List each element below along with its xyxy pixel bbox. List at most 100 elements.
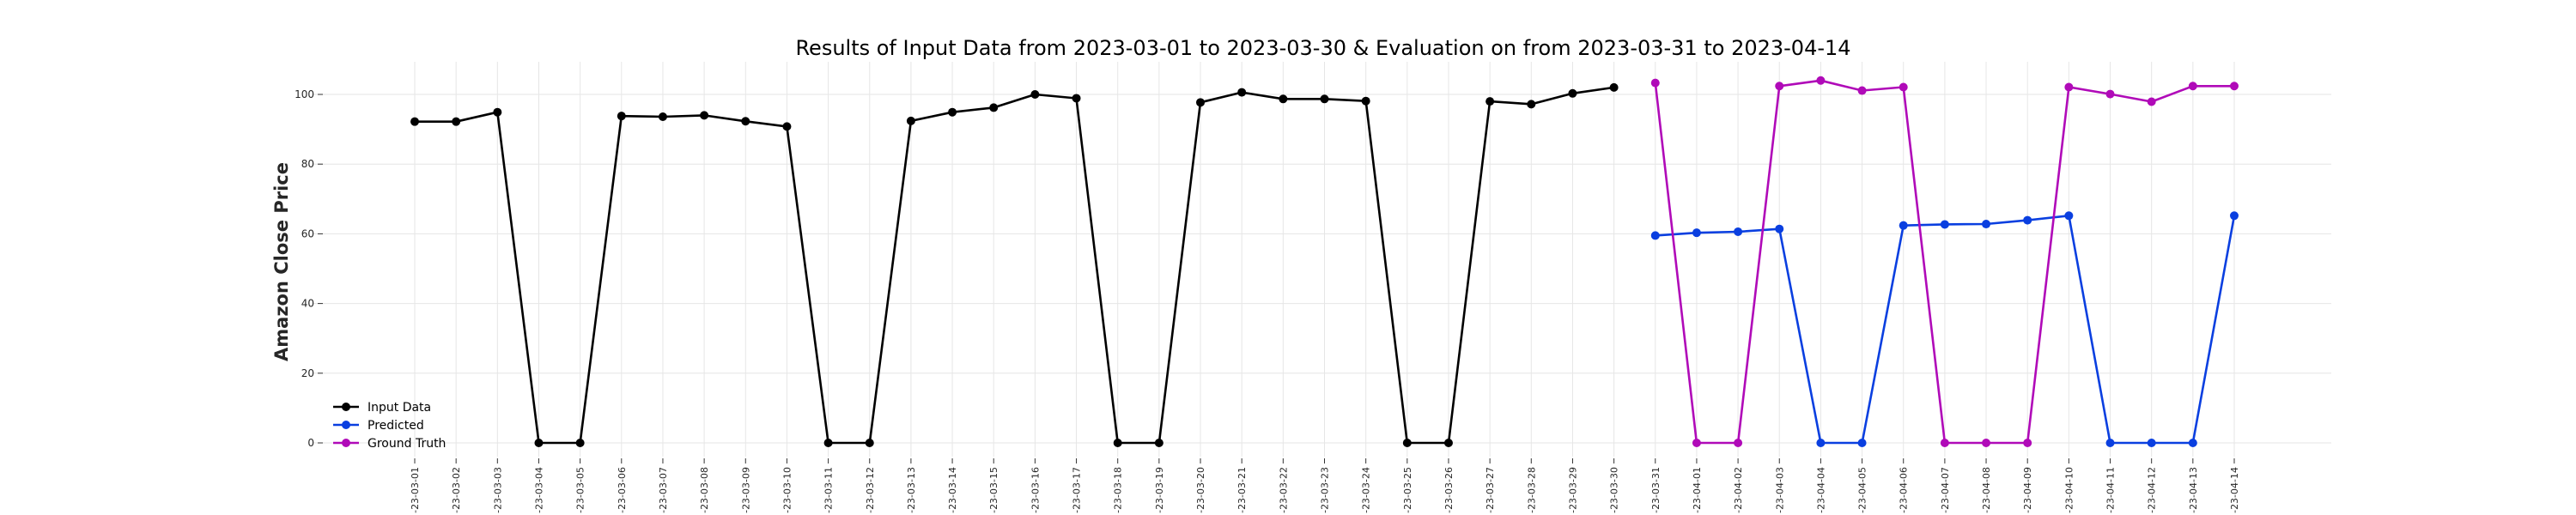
x-tick-label: -23-03-06 — [617, 467, 628, 513]
legend-label: Input Data — [368, 401, 431, 415]
data-point — [493, 107, 502, 117]
x-tick-label: -23-03-17 — [1072, 467, 1083, 513]
y-tick-label: 20 — [301, 367, 314, 379]
x-tick-label: -23-03-15 — [988, 467, 999, 513]
x-tick-label: -23-03-29 — [1567, 467, 1578, 513]
data-point — [782, 122, 792, 131]
data-point — [2188, 82, 2197, 91]
x-tick-label: -23-04-12 — [2147, 467, 2158, 513]
data-point — [2105, 439, 2115, 447]
x-tick-label: -23-03-11 — [823, 467, 835, 513]
data-point — [1650, 231, 1660, 240]
x-tick-label: -23-03-24 — [1361, 467, 1372, 513]
x-tick-label: -23-03-26 — [1443, 467, 1455, 513]
chart-title: Results of Input Data from 2023-03-01 to… — [795, 36, 1850, 60]
x-tick-label: -23-03-30 — [1609, 467, 1620, 513]
data-point — [1940, 439, 1949, 447]
data-point — [1237, 88, 1247, 97]
legend-entry: Predicted — [333, 419, 424, 433]
x-tick-label: -23-03-03 — [492, 467, 503, 513]
data-point — [2230, 211, 2239, 221]
data-point — [1899, 82, 1908, 92]
x-tick-label: -23-03-19 — [1154, 467, 1165, 513]
data-point — [452, 117, 461, 126]
x-tick-label: -23-04-11 — [2105, 467, 2117, 513]
data-point — [2023, 439, 2032, 447]
x-tick-label: -23-03-28 — [1526, 467, 1537, 513]
data-point — [2064, 211, 2074, 221]
y-tick-label: 0 — [307, 437, 314, 449]
data-point — [2105, 89, 2115, 99]
data-point — [1527, 100, 1536, 109]
y-tick-label: 60 — [301, 227, 314, 239]
data-point — [700, 111, 709, 120]
data-point — [2147, 97, 2156, 106]
data-point — [1279, 94, 1288, 104]
data-point — [1857, 439, 1867, 447]
data-point — [823, 439, 833, 447]
x-tick-label: -23-03-13 — [906, 467, 917, 513]
data-point — [989, 103, 999, 112]
x-tick-label: -23-04-03 — [1774, 467, 1785, 513]
data-point — [1816, 439, 1826, 447]
data-point — [1320, 94, 1329, 104]
legend-entry: Ground Truth — [333, 437, 446, 451]
x-tick-label: -23-04-01 — [1692, 467, 1703, 513]
data-point — [1899, 221, 1908, 230]
x-tick-label: -23-03-16 — [1030, 467, 1041, 513]
data-point — [1443, 439, 1453, 447]
series-predicted — [1650, 211, 2239, 447]
legend: Input Data Predicted Ground Truth — [333, 401, 446, 451]
data-point — [410, 117, 419, 126]
data-point — [1857, 86, 1867, 95]
x-tick-label: -23-04-09 — [2022, 467, 2033, 513]
series-group — [410, 76, 2239, 447]
data-point — [1113, 439, 1122, 447]
data-point — [1982, 439, 1991, 447]
x-tick-label: -23-03-18 — [1113, 467, 1124, 513]
legend-marker — [342, 403, 350, 411]
x-tick-label: -23-03-07 — [658, 467, 669, 513]
data-point — [2230, 82, 2239, 91]
x-tick-label: -23-04-13 — [2188, 467, 2199, 513]
x-tick-label: -23-03-20 — [1195, 467, 1206, 513]
x-tick-label: -23-04-10 — [2063, 467, 2075, 513]
data-point — [1609, 82, 1619, 92]
data-point — [1734, 439, 1743, 447]
data-point — [1402, 439, 1412, 447]
data-point — [1982, 220, 1991, 229]
data-point — [1692, 439, 1701, 447]
x-tick-label: -23-03-21 — [1236, 467, 1248, 513]
series-line — [415, 86, 1614, 445]
x-tick-label: -23-03-04 — [533, 467, 544, 513]
x-tick-label: -23-04-04 — [1815, 467, 1826, 513]
legend-label: Ground Truth — [368, 437, 446, 451]
data-point — [1734, 227, 1743, 236]
data-point — [1775, 224, 1784, 233]
x-tick-label: -23-04-06 — [1899, 467, 1910, 513]
data-point — [658, 112, 667, 121]
series-input-data — [410, 82, 1619, 447]
axes: 0 20 40 60 80 100 -23-03-01 -23-03-02 -23-03-03 -… — [295, 88, 2240, 513]
x-tick-label: -23-04-07 — [1940, 467, 1951, 513]
y-tick-label: 40 — [301, 298, 314, 310]
x-tick-label: -23-03-31 — [1650, 467, 1662, 513]
x-tick-label: -23-03-12 — [865, 467, 876, 513]
x-tick-label: -23-03-08 — [699, 467, 710, 513]
x-tick-label: -23-03-02 — [451, 467, 462, 513]
x-tick-label: -23-03-14 — [947, 467, 958, 513]
x-tick-label: -23-03-09 — [740, 467, 751, 513]
data-point — [1485, 97, 1495, 106]
data-point — [948, 107, 957, 117]
x-tick-label: -23-03-01 — [410, 467, 421, 513]
x-tick-label: -23-03-23 — [1320, 467, 1331, 513]
data-point — [1568, 88, 1577, 98]
x-tick-label: -23-03-22 — [1278, 467, 1289, 513]
data-point — [2147, 439, 2156, 447]
series-ground-truth — [1650, 76, 2239, 447]
data-point — [741, 117, 750, 126]
x-tick-label: -23-04-05 — [1857, 467, 1868, 513]
legend-entry: Input Data — [333, 401, 431, 415]
x-tick-label: -23-03-05 — [575, 467, 586, 513]
data-point — [2023, 215, 2032, 225]
